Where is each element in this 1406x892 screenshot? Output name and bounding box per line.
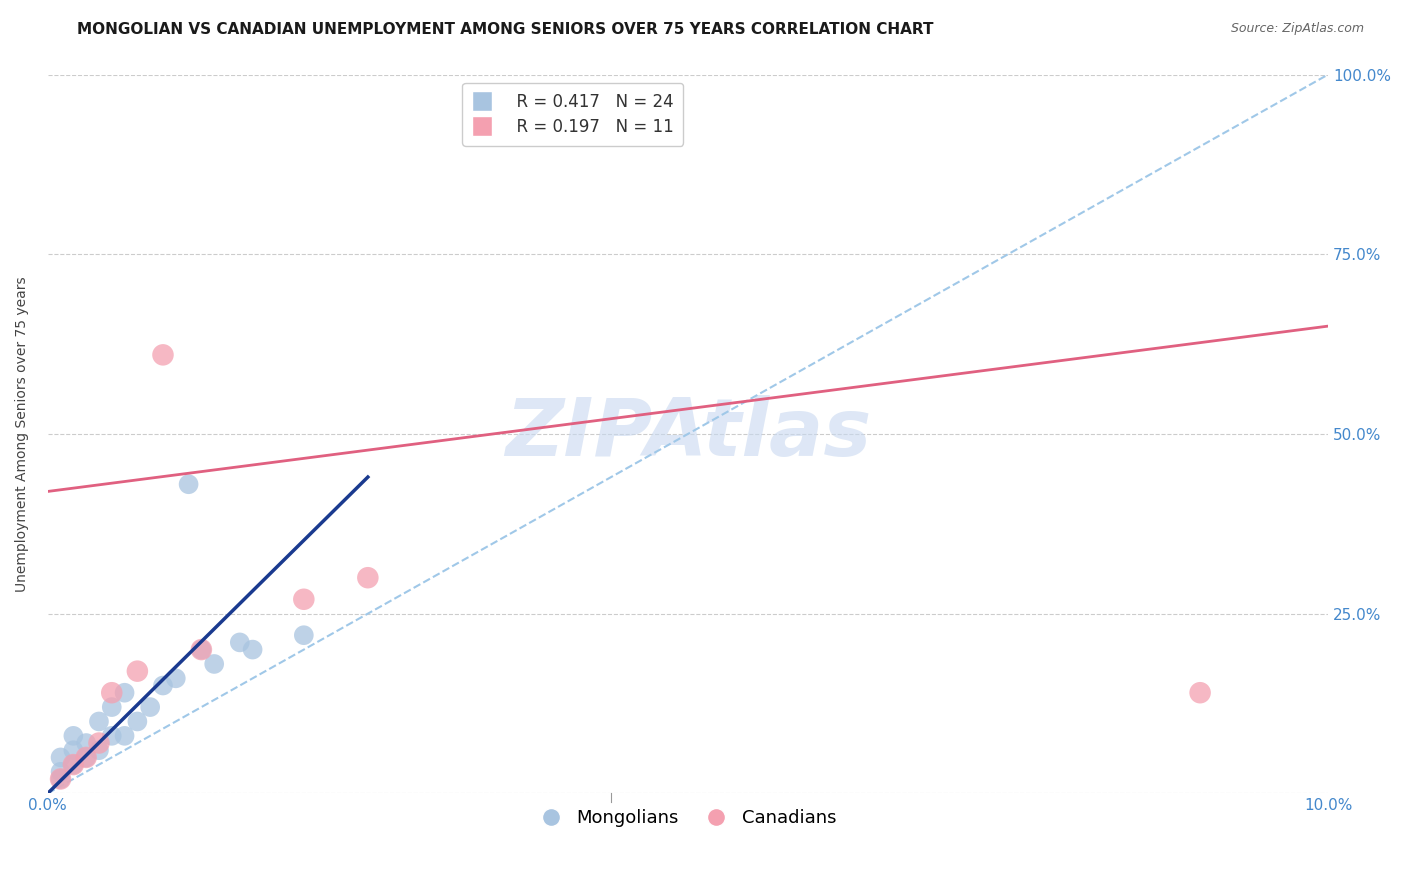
- Point: [87, 743, 110, 757]
- Point: [127, 714, 149, 729]
- Point: [49, 764, 72, 779]
- Point: [62, 743, 84, 757]
- Point: [87, 736, 110, 750]
- Point: [152, 679, 174, 693]
- Point: [114, 729, 136, 743]
- Point: [229, 635, 252, 649]
- Legend: Mongolians, Canadians: Mongolians, Canadians: [533, 802, 844, 835]
- Text: ZIPAtlas: ZIPAtlas: [505, 395, 872, 473]
- Point: [152, 348, 174, 362]
- Point: [357, 571, 380, 585]
- Point: [62, 757, 84, 772]
- Text: MONGOLIAN VS CANADIAN UNEMPLOYMENT AMONG SENIORS OVER 75 YEARS CORRELATION CHART: MONGOLIAN VS CANADIAN UNEMPLOYMENT AMONG…: [77, 22, 934, 37]
- Point: [75, 750, 97, 764]
- Point: [62, 729, 84, 743]
- Point: [202, 657, 225, 671]
- Point: [87, 714, 110, 729]
- Point: [49, 772, 72, 786]
- Point: [49, 772, 72, 786]
- Point: [62, 757, 84, 772]
- Point: [75, 736, 97, 750]
- Point: [139, 700, 162, 714]
- Point: [49, 750, 72, 764]
- Point: [190, 642, 212, 657]
- Point: [190, 642, 212, 657]
- Point: [177, 477, 200, 491]
- Point: [114, 686, 136, 700]
- Point: [242, 642, 264, 657]
- Point: [292, 592, 315, 607]
- Text: Source: ZipAtlas.com: Source: ZipAtlas.com: [1230, 22, 1364, 36]
- Y-axis label: Unemployment Among Seniors over 75 years: Unemployment Among Seniors over 75 years: [15, 277, 30, 591]
- Point: [165, 671, 187, 685]
- Point: [292, 628, 315, 642]
- Point: [100, 686, 122, 700]
- Point: [1189, 686, 1212, 700]
- Point: [100, 729, 122, 743]
- Point: [127, 664, 149, 678]
- Point: [100, 700, 122, 714]
- Point: [75, 750, 97, 764]
